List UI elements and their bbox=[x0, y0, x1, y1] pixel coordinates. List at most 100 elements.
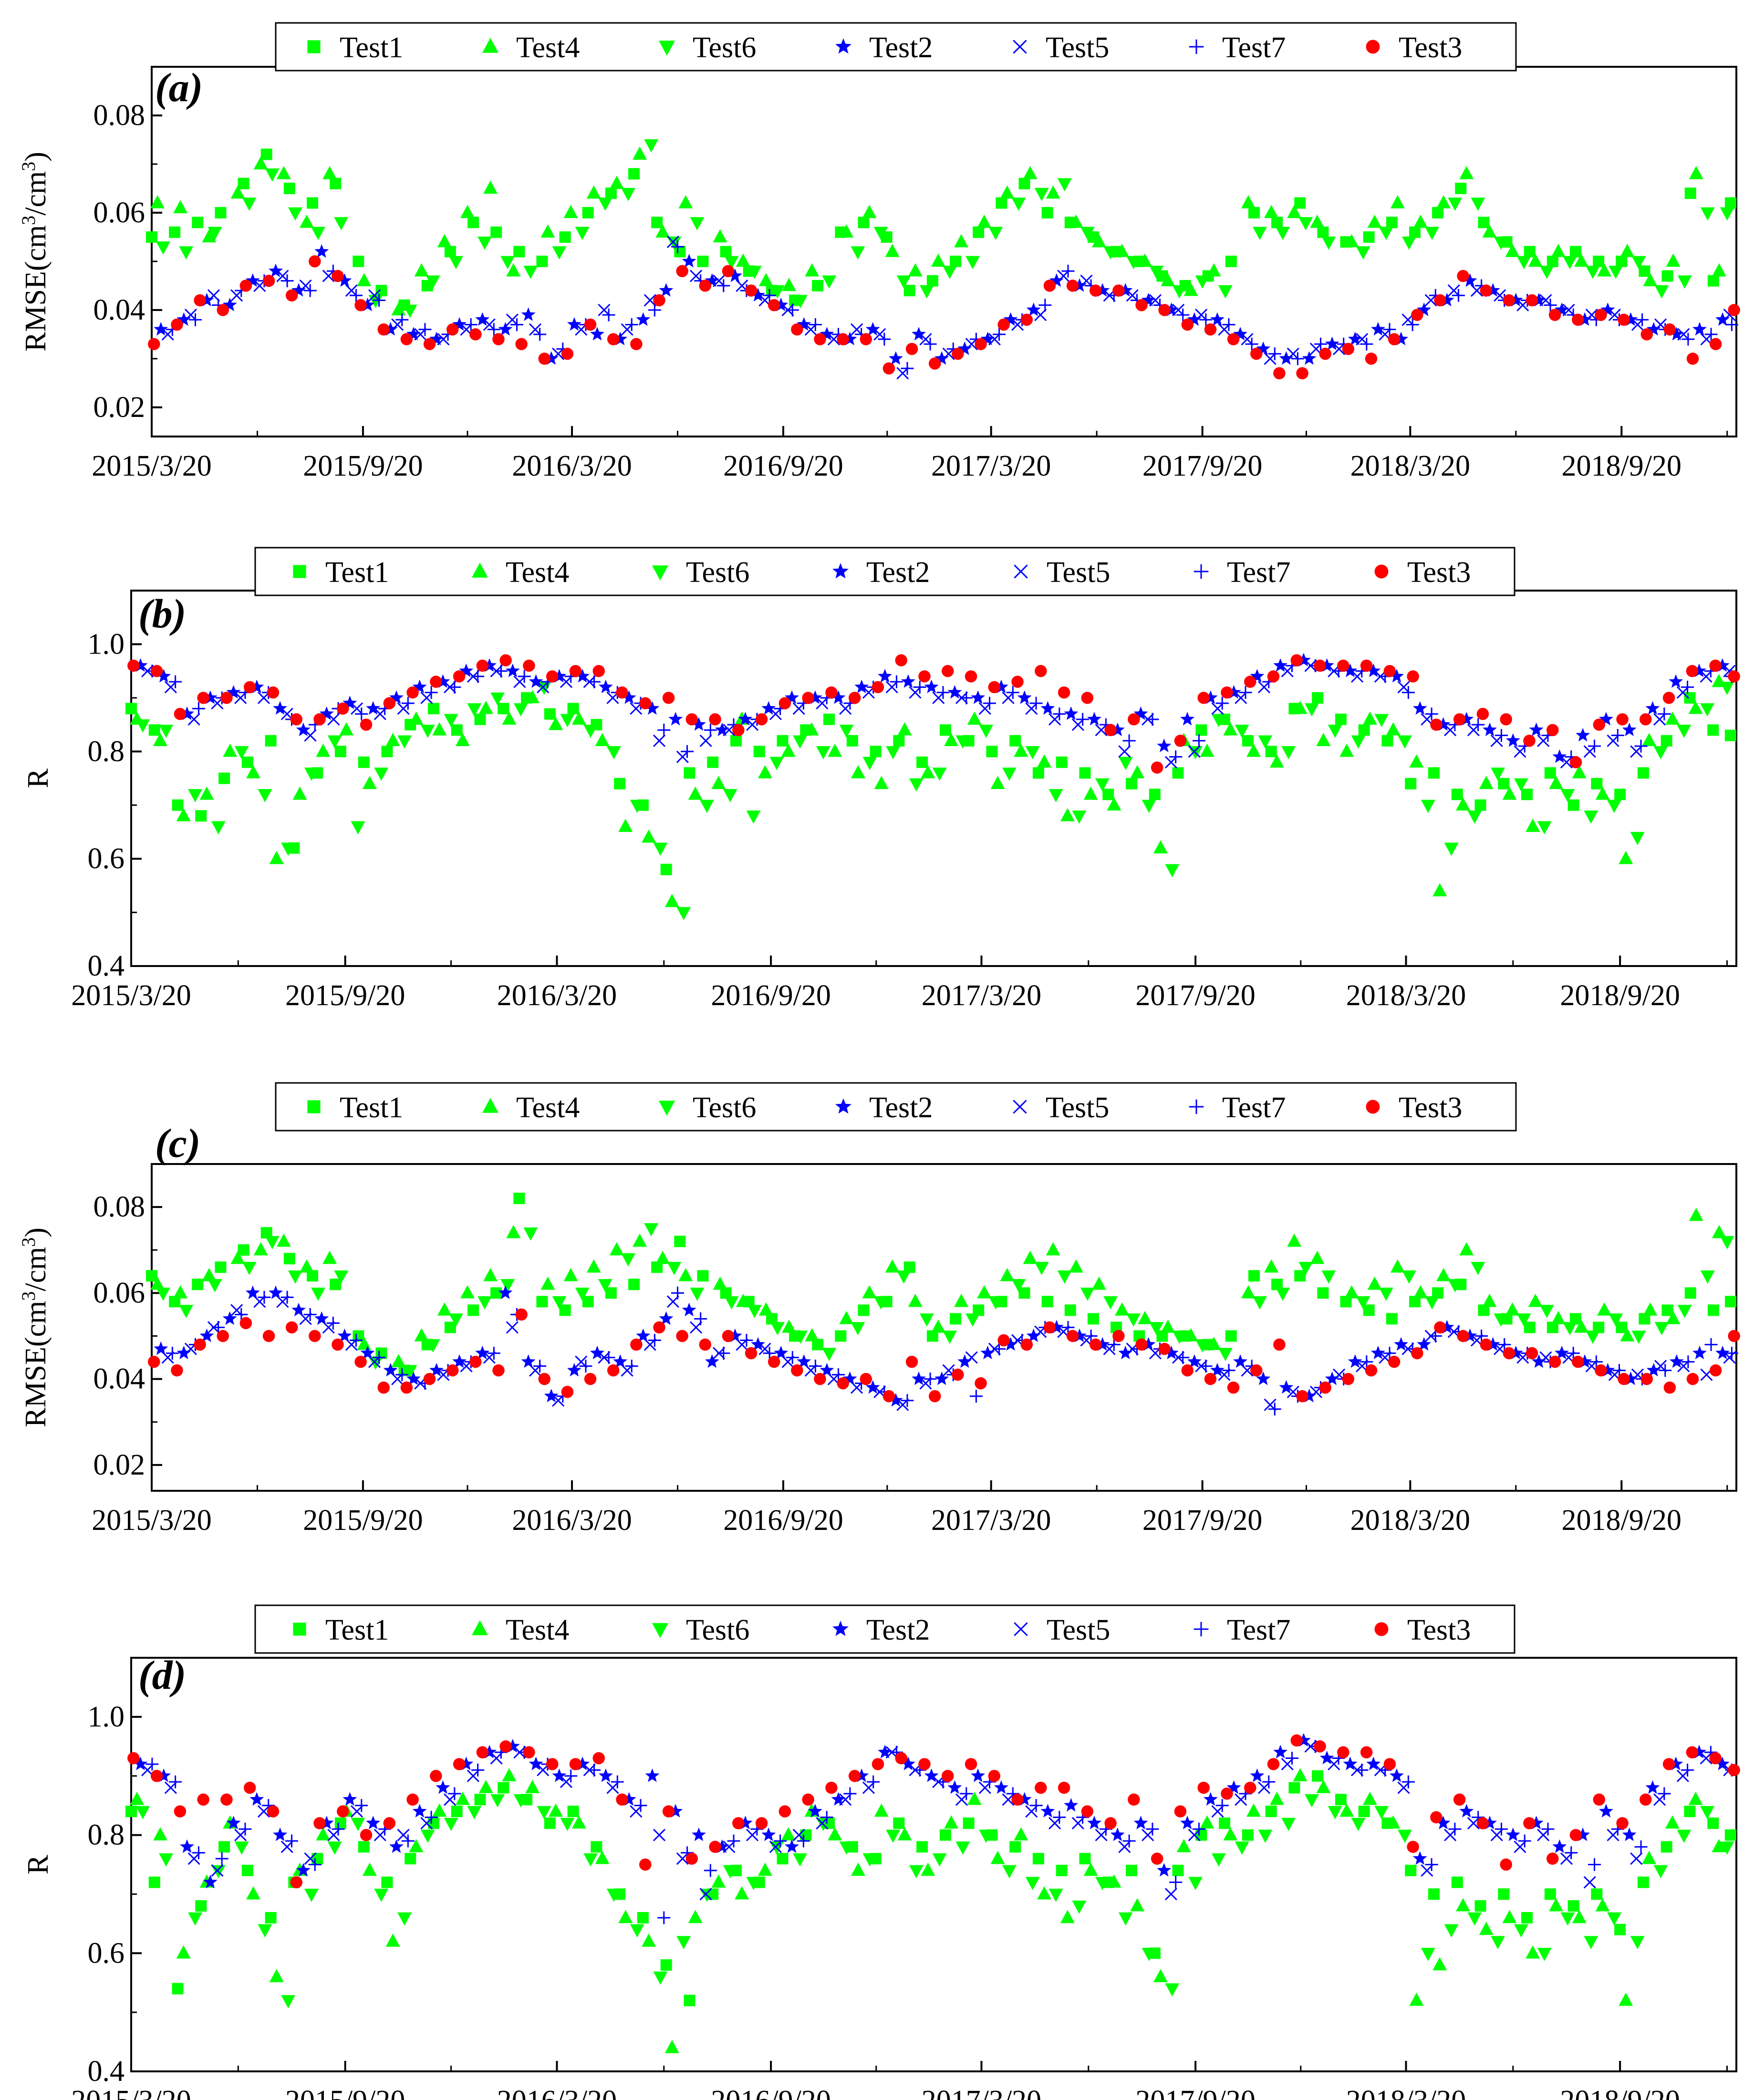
data-point bbox=[688, 786, 703, 800]
data-point bbox=[1246, 1803, 1261, 1817]
data-point bbox=[337, 702, 349, 715]
data-point bbox=[1686, 1372, 1699, 1385]
data-point bbox=[1532, 1354, 1546, 1368]
data-point bbox=[1371, 322, 1385, 336]
data-point bbox=[1172, 767, 1184, 779]
data-point bbox=[1066, 1330, 1079, 1342]
data-point bbox=[1221, 1788, 1233, 1800]
data-point bbox=[1436, 1268, 1451, 1281]
data-point bbox=[1222, 1364, 1235, 1377]
data-point bbox=[290, 1876, 303, 1889]
data-point bbox=[1366, 1757, 1381, 1770]
data-point bbox=[1609, 266, 1623, 279]
data-point bbox=[561, 1385, 574, 1398]
data-point bbox=[851, 1862, 866, 1876]
data-point bbox=[171, 1364, 183, 1377]
data-point bbox=[1038, 299, 1052, 312]
data-point bbox=[1700, 207, 1715, 221]
y-axis-title-part: 3 bbox=[18, 1291, 39, 1301]
data-point bbox=[1115, 1302, 1130, 1316]
data-point bbox=[414, 263, 429, 277]
data-point bbox=[1066, 280, 1079, 292]
data-point bbox=[1394, 1337, 1409, 1351]
data-point bbox=[412, 1804, 427, 1818]
data-point bbox=[1715, 1345, 1730, 1360]
y-tick-label: 0.4 bbox=[88, 950, 125, 982]
data-point bbox=[1079, 1853, 1091, 1865]
data-point bbox=[1537, 821, 1552, 835]
data-point bbox=[337, 273, 352, 287]
data-point bbox=[1516, 256, 1531, 270]
data-point bbox=[156, 1768, 171, 1782]
data-point bbox=[1505, 733, 1520, 747]
data-point bbox=[745, 284, 758, 297]
data-point bbox=[467, 1769, 479, 1782]
data-point bbox=[950, 255, 962, 267]
data-point bbox=[990, 776, 1005, 789]
data-point bbox=[1130, 1898, 1145, 1912]
data-point bbox=[207, 289, 220, 302]
series-test3 bbox=[148, 255, 1740, 380]
legend-label: Test5 bbox=[1046, 31, 1109, 64]
data-point bbox=[825, 1781, 838, 1794]
data-point bbox=[1401, 686, 1415, 699]
data-point bbox=[276, 1233, 291, 1247]
data-point bbox=[337, 1805, 349, 1818]
data-point bbox=[246, 1886, 261, 1900]
data-point bbox=[446, 1364, 459, 1377]
data-point bbox=[1397, 1781, 1410, 1794]
data-point bbox=[606, 746, 621, 759]
data-point bbox=[1321, 236, 1336, 250]
legend-label: Test1 bbox=[340, 31, 403, 64]
data-point bbox=[1287, 347, 1299, 360]
data-point bbox=[944, 1815, 959, 1829]
data-point bbox=[1476, 707, 1489, 720]
data-point bbox=[1455, 182, 1467, 194]
data-point bbox=[990, 1850, 1005, 1864]
data-point bbox=[837, 1377, 849, 1390]
data-point bbox=[490, 1287, 502, 1299]
data-point bbox=[226, 1816, 241, 1830]
data-point bbox=[552, 669, 567, 683]
x-tick-label: 2018/9/20 bbox=[1562, 1504, 1681, 1537]
data-point bbox=[592, 665, 605, 677]
data-point bbox=[1405, 778, 1417, 790]
data-point bbox=[375, 285, 387, 297]
data-point bbox=[464, 318, 477, 331]
data-point bbox=[1316, 733, 1331, 747]
x-tick-label: 2017/3/20 bbox=[922, 2085, 1041, 2100]
data-point bbox=[590, 1345, 604, 1360]
data-point bbox=[242, 198, 257, 211]
data-point bbox=[360, 1829, 373, 1841]
data-point bbox=[1041, 1296, 1053, 1308]
y-tick-label: 0.6 bbox=[88, 842, 125, 875]
data-point bbox=[1645, 701, 1660, 715]
data-point bbox=[994, 679, 1008, 694]
data-point bbox=[220, 692, 233, 704]
data-point bbox=[1459, 712, 1474, 726]
data-point bbox=[1618, 1372, 1630, 1385]
data-point bbox=[1600, 302, 1615, 316]
data-point bbox=[460, 1285, 475, 1299]
data-point bbox=[1567, 1900, 1579, 1912]
data-point bbox=[1394, 332, 1409, 345]
data-point bbox=[732, 1817, 745, 1830]
data-point bbox=[188, 1912, 203, 1926]
data-point bbox=[533, 328, 547, 341]
data-point bbox=[366, 701, 381, 715]
data-point bbox=[1040, 701, 1055, 715]
data-point bbox=[487, 1347, 500, 1360]
data-point bbox=[1676, 686, 1689, 699]
data-point bbox=[1677, 1305, 1692, 1318]
data-point bbox=[474, 1794, 486, 1806]
panel-label: (d) bbox=[138, 1652, 186, 1698]
data-point bbox=[724, 256, 739, 270]
data-point bbox=[705, 273, 719, 287]
data-point bbox=[934, 1371, 949, 1385]
data-point bbox=[1440, 1320, 1454, 1334]
data-point bbox=[159, 725, 174, 738]
data-point bbox=[148, 338, 160, 350]
data-point bbox=[839, 1841, 854, 1855]
legend-label: Test2 bbox=[869, 31, 933, 64]
data-point bbox=[1684, 1287, 1696, 1299]
